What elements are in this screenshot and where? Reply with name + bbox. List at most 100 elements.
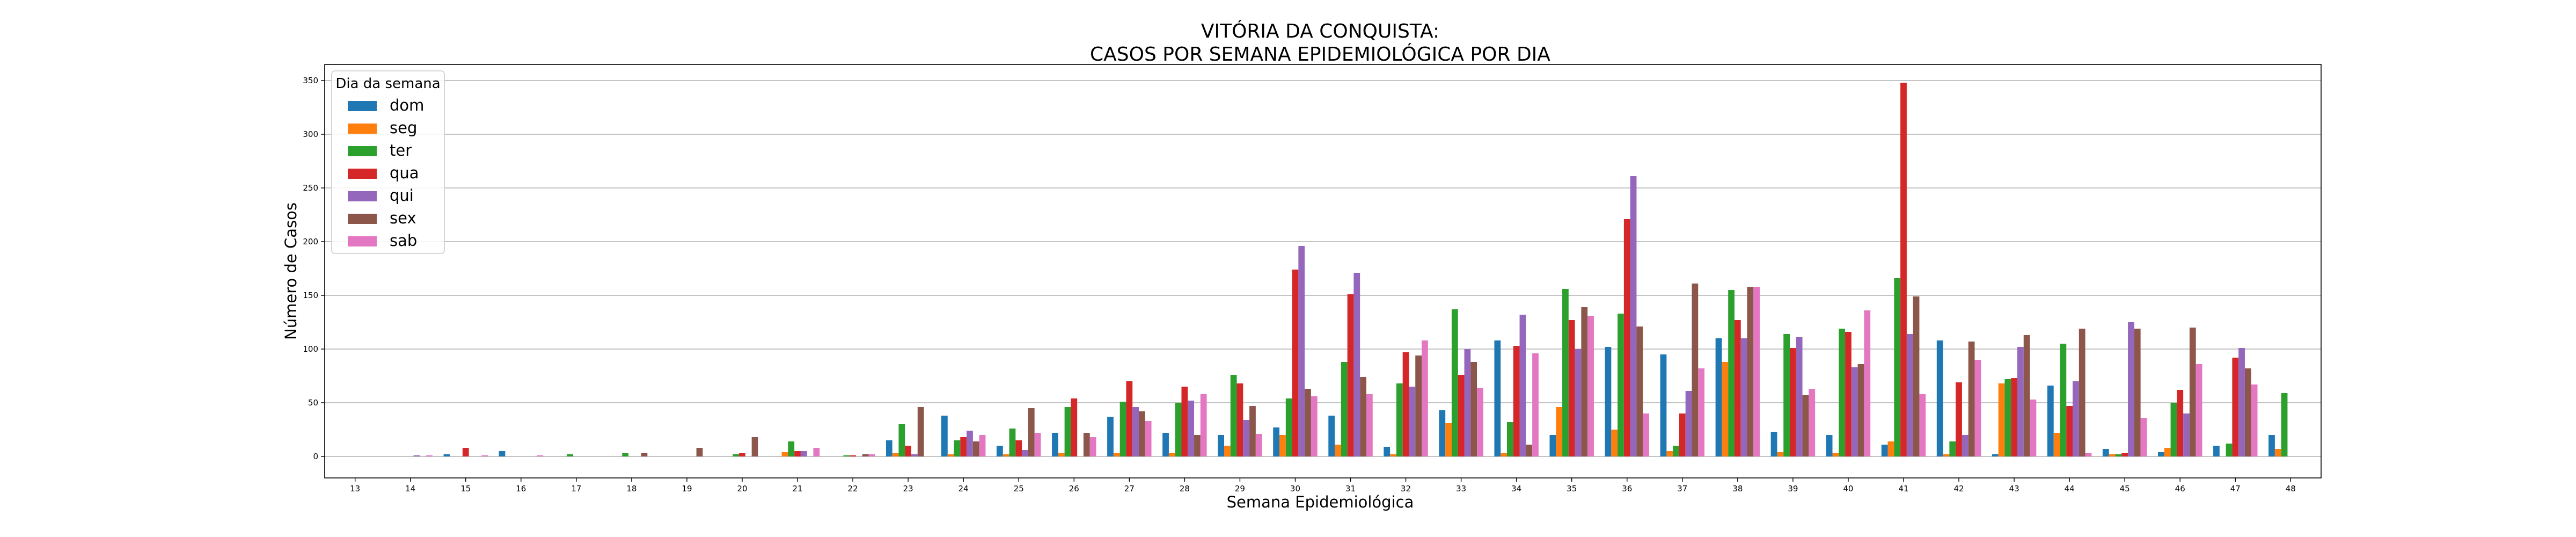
bar-sab-31 [1366,394,1373,456]
bar-ter-39 [1783,334,1790,456]
bar-qua-37 [1679,413,1686,456]
bar-sex-40 [1857,364,1864,456]
bar-ter-24 [954,440,961,456]
bar-sab-44 [2085,453,2092,456]
bar-qua-43 [2011,378,2017,456]
bar-sex-31 [1360,377,1366,456]
bar-qui-44 [2073,381,2079,456]
legend-item-dom: dom [348,96,424,114]
bar-qui-36 [1630,176,1637,456]
x-tick-label: 40 [1843,484,1853,494]
bar-ter-23 [898,424,905,456]
bar-seg-39 [1777,452,1784,456]
bar-sab-41 [1919,394,1926,456]
bar-dom-39 [1770,432,1777,456]
bar-sex-37 [1692,284,1699,456]
bar-ter-44 [2060,344,2067,456]
x-tick-label: 47 [2230,484,2241,494]
bar-seg-46 [2164,448,2171,456]
bar-sex-28 [1194,435,1201,456]
x-tick-label: 19 [682,484,692,494]
x-tick-label: 48 [2286,484,2296,494]
x-tick-label: 32 [1401,484,1411,494]
y-tick-label: 0 [313,452,318,461]
bar-sab-16 [537,455,544,456]
bar-qui-46 [2183,413,2190,456]
bar-ter-36 [1618,314,1624,456]
bar-dom-47 [2213,446,2220,456]
bar-sex-29 [1249,406,1256,456]
bar-sab-28 [1200,394,1207,456]
bar-qui-25 [1022,450,1028,456]
x-tick-label: 23 [903,484,913,494]
bar-sex-18 [641,453,648,456]
bar-ter-28 [1175,403,1182,456]
bar-ter-45 [2115,454,2122,456]
bar-qui-35 [1575,349,1582,456]
bar-seg-41 [1887,441,1894,456]
y-tick-label: 50 [308,398,318,408]
bar-dom-45 [2102,449,2109,456]
bar-sex-44 [2079,329,2085,456]
bar-ter-26 [1064,407,1071,456]
x-tick-label: 46 [2175,484,2185,494]
x-tick-label: 42 [1953,484,1964,494]
legend-swatch [348,236,377,246]
bar-sab-34 [1532,353,1539,456]
legend-item-ter: ter [348,141,412,159]
bar-seg-21 [781,452,788,456]
bar-ter-18 [622,453,629,456]
bar-dom-32 [1384,447,1391,456]
bar-sex-36 [1636,326,1643,456]
bar-seg-36 [1611,430,1618,456]
bar-sab-27 [1145,421,1152,456]
bar-seg-43 [1998,383,2005,456]
x-tick-label: 22 [848,484,858,494]
bar-qui-23 [911,454,918,456]
x-tick-label: 14 [405,484,415,494]
bar-seg-35 [1556,407,1563,456]
series-seg [781,362,2281,456]
bar-ter-27 [1119,402,1126,456]
bar-seg-37 [1666,451,1673,456]
bar-qua-21 [794,451,801,456]
bar-qua-44 [2066,406,2073,456]
bar-qua-20 [739,453,745,456]
bar-qua-30 [1292,270,1299,456]
bar-seg-27 [1113,453,1120,456]
x-tick-label: 29 [1235,484,1245,494]
bar-qua-22 [850,455,856,456]
bar-sex-39 [1802,395,1809,456]
bar-dom-23 [885,440,892,456]
bar-sab-38 [1753,287,1760,456]
bar-sab-45 [2140,418,2147,456]
bar-sex-46 [2189,328,2196,456]
bar-sex-35 [1581,307,1588,456]
bar-qua-25 [1015,440,1022,456]
x-tick-label: 20 [737,484,747,494]
legend-swatch [348,101,377,111]
x-tick-label: 26 [1069,484,1079,494]
bar-dom-35 [1549,435,1556,456]
bar-ter-37 [1673,446,1679,456]
bar-dom-40 [1826,435,1833,456]
legend-swatch [348,191,377,201]
bar-sex-38 [1747,287,1754,456]
x-tick-label: 36 [1622,484,1632,494]
x-tick-label: 43 [2009,484,2019,494]
bar-sab-37 [1698,368,1705,456]
bar-qua-42 [1956,382,1962,456]
bar-seg-28 [1168,453,1175,456]
bar-seg-26 [1058,453,1065,456]
bar-qua-15 [462,448,469,456]
bar-ter-30 [1285,398,1292,456]
bar-sab-35 [1587,316,1594,456]
bar-qui-41 [1906,334,1913,456]
x-tick-label: 45 [2120,484,2130,494]
bar-qui-43 [2017,347,2024,456]
legend-item-qui: qui [348,186,414,205]
x-tick-label: 18 [626,484,636,494]
bar-seg-29 [1224,446,1231,456]
bar-dom-31 [1328,416,1335,456]
bar-dom-27 [1107,417,1114,456]
